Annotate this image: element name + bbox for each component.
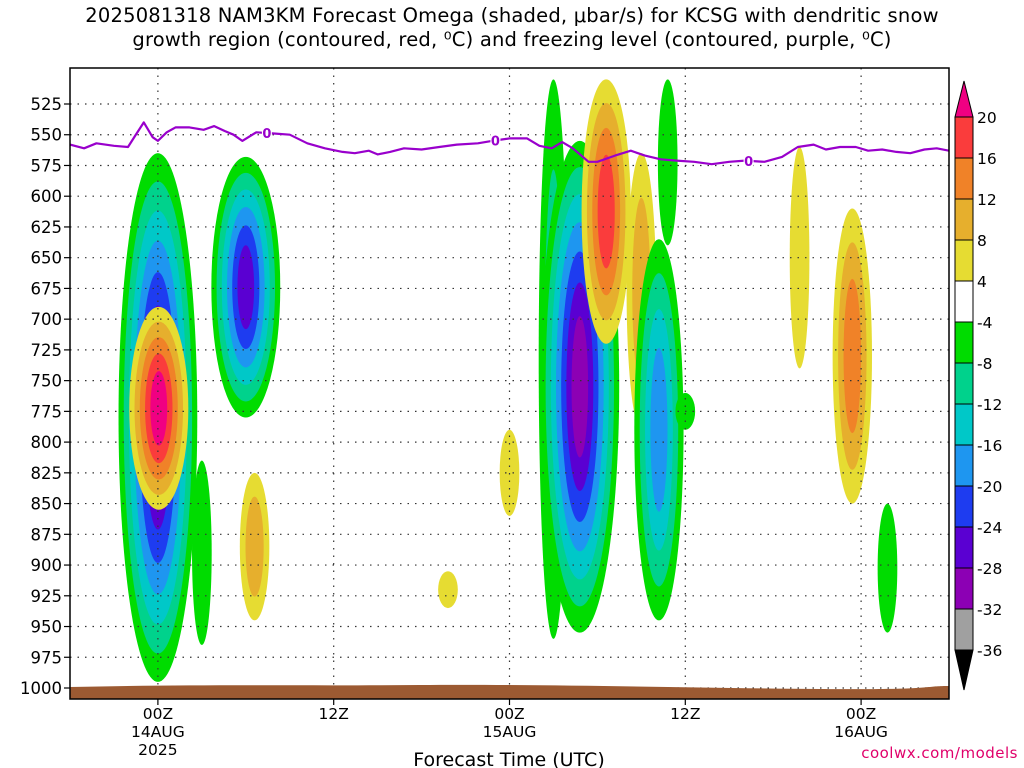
omega-band-2-5 [237,245,255,330]
colorbar-bin-arrow-low [954,649,974,691]
colorbar-label: -8 [977,355,992,373]
colorbar-label: -28 [977,560,1002,578]
colorbar-bin-2 [954,567,974,610]
chart-title: 2025081318 NAM3KM Forecast Omega (shaded… [0,4,1024,52]
x-tick-label: 12Z [670,705,700,723]
colorbar-label: 20 [977,109,997,127]
freezing-level-contour: 0 0 0 [70,121,949,170]
y-tick-label: 700 [31,310,63,329]
contour-label: 0 [491,134,500,149]
gridlines [70,68,949,699]
omega-band-4-0 [192,460,212,645]
colorbar-bin-6 [954,403,974,446]
y-tick-label: 650 [31,249,63,268]
colorbar-label: 12 [977,191,997,209]
colorbar-bin-1 [954,608,974,651]
chart-title-line2: growth region (contoured, red, ⁰C) and f… [132,28,892,51]
y-axis: 525 550 575 600 625 650 675 700 725 750 775 800 825 8… [20,95,70,698]
y-tick-label: 875 [31,525,63,544]
terrain-fill [70,684,949,699]
colorbar-bin-arrow-high [954,80,974,118]
y-tick-label: 850 [31,495,63,514]
y-tick-label: 925 [31,587,63,606]
omega-band-14-0 [789,147,810,369]
omega-band-15-2 [843,278,862,434]
colorbar-bin-12 [954,157,974,200]
y-tick-label: 1000 [20,679,62,698]
y-tick-label: 575 [31,156,63,175]
chart-title-line1: 2025081318 NAM3KM Forecast Omega (shaded… [85,4,939,27]
x-tick-sublabel: 16AUG [834,723,888,741]
colorbar-label: -32 [977,601,1002,619]
colorbar-label: 4 [977,273,987,291]
contour-label: 0 [262,127,271,142]
colorbar-bin-4 [954,485,974,528]
y-tick-label: 600 [31,187,63,206]
contour-label-bg-0 [261,126,272,140]
y-tick-label: 775 [31,402,63,421]
x-tick-label: 00Z [143,705,173,723]
omega-band-3-1 [245,496,264,597]
y-tick-label: 525 [31,95,63,114]
terrain [70,684,949,699]
contour-label-bg-1 [490,133,501,147]
y-tick-label: 625 [31,218,63,237]
colorbar-label: -16 [977,437,1002,455]
y-tick-label: 750 [31,372,63,391]
colorbar: -36 -32 -28 -24 -20 -16 -12 -8 -4 4 8 12 16 20 [954,80,1002,691]
omega-band-6-0 [499,429,520,516]
y-tick-label: 550 [31,126,63,145]
colorbar-label: 16 [977,150,997,168]
y-tick-label: 725 [31,341,63,360]
colorbar-bin-7 [954,362,974,405]
contour-label: 0 [744,155,753,170]
colorbar-bin-8 [954,321,974,364]
x-tick-label: 00Z [846,705,876,723]
y-tick-label: 825 [31,464,63,483]
omega-band-12-3 [650,347,668,512]
y-tick-label: 975 [31,648,63,667]
y-tick-label: 900 [31,556,63,575]
freezing-level-line [70,121,949,166]
colorbar-bin-11 [954,198,974,241]
x-tick-sublabel: 15AUG [483,723,537,741]
colorbar-label: -24 [977,519,1002,537]
colorbar-bin-10 [954,239,974,282]
omega-band-11-0 [657,79,678,246]
x-tick-label: 12Z [319,705,349,723]
x-axis-label: Forecast Time (UTC) [413,749,604,768]
y-tick-label: 675 [31,279,63,298]
x-tick-label: 00Z [494,705,524,723]
omega-band-1-4 [150,371,168,446]
colorbar-label: -4 [977,314,992,332]
omega-shading [118,79,898,682]
credit-link[interactable]: coolwx.com/models [861,744,1018,762]
contour-label-bg-2 [743,153,754,167]
x-tick-year-label: 2025 [138,741,177,759]
y-tick-label: 950 [31,618,63,637]
x-tick-sublabel: 14AUG [131,723,185,741]
y-tick-label: 800 [31,433,63,452]
colorbar-bin-13 [954,116,974,159]
colorbar-label: -12 [977,396,1002,414]
omega-band-9-3 [597,154,615,269]
omega-band-5-0 [438,571,458,609]
colorbar-bin-9 [954,280,974,323]
colorbar-label: 8 [977,232,987,250]
omega-band-8-6 [571,316,589,458]
colorbar-bin-5 [954,444,974,487]
colorbar-label: -20 [977,478,1002,496]
omega-band-16-0 [877,503,898,633]
colorbar-label: -36 [977,642,1002,660]
colorbar-bin-3 [954,526,974,569]
